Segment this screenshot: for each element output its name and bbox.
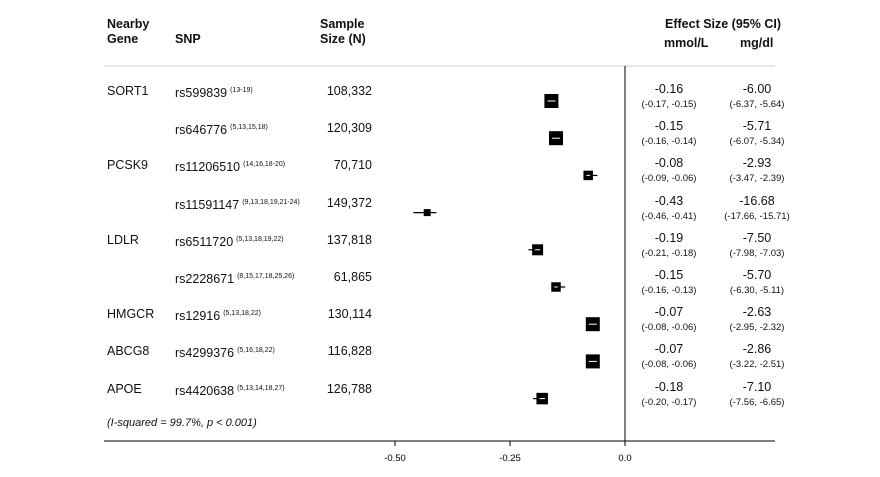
snp-id: rs11591147 <box>175 197 240 212</box>
effect-mmol-ci: (-0.17, -0.15) <box>641 99 697 110</box>
effect-mmol-ci: (-0.08, -0.06) <box>641 359 697 371</box>
point-estimate-marker <box>423 209 431 217</box>
header-gene-line2: Gene <box>107 32 139 46</box>
header-size-line2: Size (N) <box>320 32 366 46</box>
effect-mg-ci: (-17.66, -15.71) <box>724 210 790 222</box>
sample-size: 137,818 <box>326 232 372 247</box>
effect-mg-ci: (-6.07, -5.34) <box>729 136 785 148</box>
effect-mmol: -0.08 <box>654 156 684 171</box>
snp-id: rs4299376 <box>175 346 235 361</box>
effect-mg-ci: (-2.95, -2.32) <box>729 322 785 334</box>
header-gene-line1: Nearby <box>107 17 150 31</box>
header-snp: SNP <box>175 32 201 46</box>
effect-mg: -7.50 <box>742 230 772 245</box>
effect-mg-ci: (-3.47, -2.39) <box>729 173 785 185</box>
gene-label: SORT1 <box>107 84 149 98</box>
snp-id: rs4420638 <box>175 383 235 398</box>
effect-mmol-ci: (-0.20, -0.17) <box>641 396 697 408</box>
snp-cell: rs4299376 (5,16,18,22) <box>175 344 275 361</box>
heterogeneity-note: (I-squared = 99.7%, p < 0.001) <box>107 417 257 429</box>
snp-cell: rs646776 (5,13,15,18) <box>175 121 268 137</box>
effect-mmol: -0.16 <box>654 82 684 96</box>
x-tick-label: -0.25 <box>499 453 521 464</box>
effect-mg-ci: (-3.22, -2.51) <box>729 359 785 371</box>
snp-id: rs599839 <box>175 86 228 101</box>
effect-mg: -5.71 <box>742 119 772 134</box>
snp-cell: rs11206510 (14,16,18-20) <box>175 158 286 175</box>
effect-mmol-ci: (-0.09, -0.06) <box>641 173 697 185</box>
sample-size: 61,865 <box>333 270 372 284</box>
gene-label: ABCG8 <box>107 344 150 359</box>
gene-label: APOE <box>107 381 142 396</box>
snp-id: rs11206510 <box>175 160 241 175</box>
gene-label: PCSK9 <box>107 158 148 173</box>
snp-references: (5,16,18,22) <box>237 347 275 355</box>
effect-mmol-ci: (-0.21, -0.18) <box>641 247 697 259</box>
sample-size: 130,114 <box>327 307 372 322</box>
effect-mmol: -0.15 <box>654 268 684 282</box>
effect-mg: -5.70 <box>742 268 772 282</box>
sample-size: 149,372 <box>326 195 372 210</box>
header-effect-size: Effect Size (95% CI) <box>665 17 782 31</box>
snp-cell: rs6511720 (5,13,18,19,22) <box>175 233 284 249</box>
effect-mg: -2.93 <box>742 156 772 171</box>
snp-references: (5,13,18,22) <box>223 310 261 318</box>
effect-mg: -7.10 <box>742 379 772 394</box>
snp-cell: rs4420638 (5,13,14,18,27) <box>175 382 285 398</box>
snp-cell: rs12916 (5,13,18,22) <box>175 307 261 323</box>
snp-id: rs6511720 <box>175 234 234 249</box>
sample-size: 120,309 <box>326 121 372 136</box>
snp-references: (14,16,18-20) <box>243 161 286 169</box>
snp-references: (9,13,18,19,21-24) <box>242 198 300 206</box>
snp-cell: rs599839 (13-19) <box>175 84 253 100</box>
effect-mg-ci: (-7.56, -6.65) <box>729 396 785 408</box>
snp-references: (5,13,18,19,22) <box>236 235 284 243</box>
effect-mmol: -0.15 <box>654 119 684 134</box>
snp-references: (5,13,15,18) <box>230 124 268 132</box>
snp-cell: rs11591147 (9,13,18,19,21-24) <box>175 196 300 212</box>
effect-mmol: -0.18 <box>654 379 684 394</box>
effect-mg: -6.00 <box>742 82 772 96</box>
effect-mg: -2.86 <box>742 342 772 357</box>
snp-id: rs646776 <box>175 123 228 138</box>
effect-mg: -2.63 <box>742 305 772 320</box>
snp-id: rs12916 <box>175 309 221 324</box>
snp-references: (5,13,14,18,27) <box>237 384 285 392</box>
effect-mmol: -0.07 <box>654 342 684 357</box>
snp-references: (8,15,17,18,25,26) <box>237 273 295 280</box>
effect-mmol-ci: (-0.16, -0.14) <box>641 136 697 148</box>
x-tick-label: -0.50 <box>384 453 406 464</box>
sample-size: 108,332 <box>326 84 372 98</box>
gene-label: HMGCR <box>107 307 155 322</box>
effect-mmol-ci: (-0.16, -0.13) <box>641 285 697 296</box>
effect-mg-ci: (-6.30, -5.11) <box>729 285 785 296</box>
gene-label: LDLR <box>107 232 139 247</box>
header-unit-mmol: mmol/L <box>664 36 709 50</box>
effect-mg-ci: (-7.98, -7.03) <box>729 247 785 259</box>
header-gene: Nearby Gene <box>107 17 149 47</box>
snp-cell: rs2228671 (8,15,17,18,25,26) <box>175 270 294 286</box>
x-tick-label: 0.0 <box>618 453 631 464</box>
header-unit-mg: mg/dl <box>740 36 774 50</box>
effect-mmol-ci: (-0.08, -0.06) <box>641 322 697 334</box>
effect-mmol-ci: (-0.46, -0.41) <box>641 210 697 222</box>
effect-mg: -16.68 <box>739 193 775 208</box>
sample-size: 70,710 <box>333 158 372 173</box>
header-sample-size: Sample Size (N) <box>320 17 366 47</box>
snp-id: rs2228671 <box>175 272 235 287</box>
effect-mmol: -0.43 <box>654 193 684 208</box>
snp-references: (13-19) <box>230 87 253 94</box>
sample-size: 126,788 <box>326 381 372 396</box>
effect-mg-ci: (-6.37, -5.64) <box>729 99 785 110</box>
sample-size: 116,828 <box>327 344 372 359</box>
effect-mmol: -0.19 <box>654 230 684 245</box>
header-size-line1: Sample <box>320 17 365 31</box>
effect-mmol: -0.07 <box>654 305 684 320</box>
